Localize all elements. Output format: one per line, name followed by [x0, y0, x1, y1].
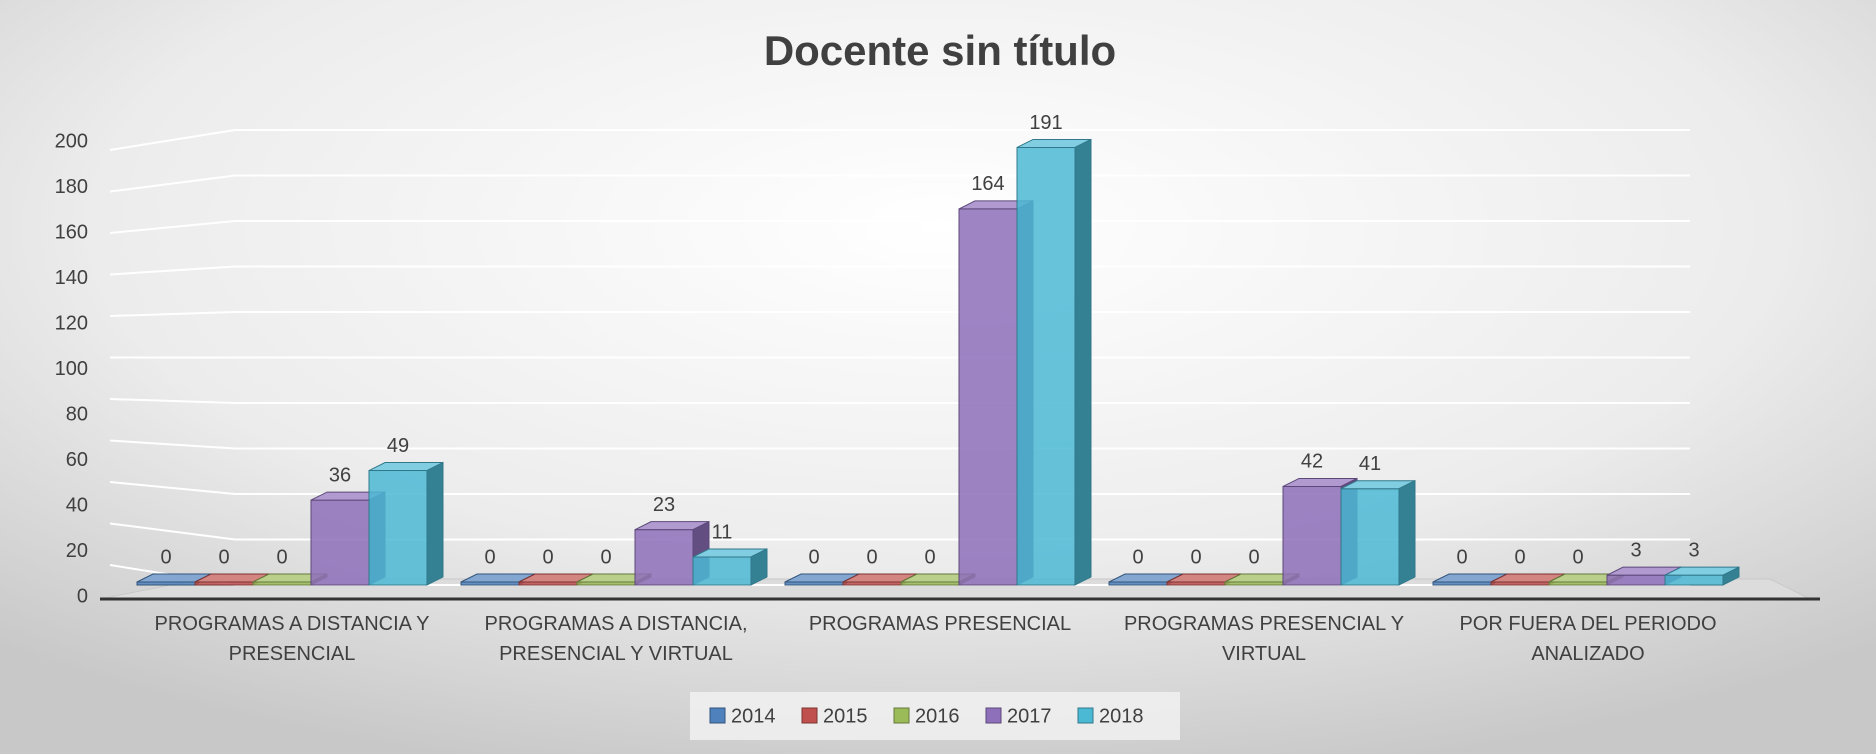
bar	[1340, 479, 1416, 586]
data-label: 11	[712, 521, 733, 543]
legend-swatch	[985, 707, 1002, 724]
x-tick-label-box: PROGRAMAS PRESENCIAL Y VIRTUAL	[1123, 613, 1405, 665]
y-tick-label: 20	[66, 540, 88, 562]
bar-side	[1074, 138, 1092, 586]
x-tick-label: PROGRAMAS A DISTANCIA, PRESENCIAL Y VIRT…	[484, 613, 748, 665]
data-label: 36	[329, 464, 351, 486]
bar-front	[634, 529, 694, 586]
data-label: 0	[1248, 546, 1259, 568]
grid-line	[109, 439, 236, 450]
data-label: 23	[653, 494, 675, 516]
legend-label: 2018	[1099, 705, 1144, 727]
data-label: 0	[866, 546, 877, 568]
legend-swatch	[1077, 707, 1094, 724]
y-tick-label: 200	[55, 130, 88, 152]
y-tick-label: 140	[55, 267, 88, 289]
bar-side	[750, 548, 768, 586]
data-label: 0	[484, 546, 495, 568]
data-label: 3	[1630, 539, 1641, 561]
data-label: 41	[1359, 453, 1381, 475]
bar-side	[1398, 479, 1416, 586]
legend-swatch	[893, 707, 910, 724]
y-tick-label: 40	[66, 494, 88, 516]
grid-line	[109, 174, 236, 193]
data-label: 0	[542, 546, 553, 568]
x-tick-label: PROGRAMAS PRESENCIAL	[808, 613, 1072, 635]
bar-front	[1016, 146, 1076, 586]
data-label: 0	[1190, 546, 1201, 568]
grid-line	[109, 398, 236, 404]
data-label: 0	[924, 546, 935, 568]
data-label: 0	[1132, 546, 1143, 568]
y-tick-label: 180	[55, 176, 88, 198]
x-tick-label-box: POR FUERA DEL PERIODO ANALIZADO	[1459, 613, 1717, 665]
bar-front	[1340, 488, 1400, 586]
data-label: 0	[218, 546, 229, 568]
y-tick-label: 0	[77, 585, 88, 607]
data-label: 42	[1301, 451, 1323, 473]
bar-side	[426, 461, 444, 586]
x-tick-label-box: PROGRAMAS A DISTANCIA Y PRESENCIAL	[154, 613, 430, 665]
y-tick-label: 120	[55, 312, 88, 334]
legend-box	[690, 692, 1180, 740]
data-label: 164	[971, 173, 1004, 195]
data-label: 0	[808, 546, 819, 568]
data-label: 0	[1572, 546, 1583, 568]
grid-line	[109, 522, 236, 541]
y-tick-label: 60	[66, 449, 88, 471]
data-label: 0	[600, 546, 611, 568]
legend-label: 2016	[915, 705, 960, 727]
data-label: 0	[1456, 546, 1467, 568]
data-label: 3	[1688, 539, 1699, 561]
legend-label: 2015	[823, 705, 868, 727]
legend-label: 2014	[731, 705, 776, 727]
legend-swatch	[709, 707, 726, 724]
x-tick-label: POR FUERA DEL PERIODO ANALIZADO	[1459, 613, 1717, 665]
data-label: 0	[1514, 546, 1525, 568]
bar	[692, 548, 768, 586]
grid-line	[109, 481, 236, 495]
chart-title: Docente sin título	[764, 27, 1116, 74]
bar	[368, 461, 444, 586]
data-label: 191	[1029, 112, 1062, 134]
bar-front	[1664, 574, 1724, 586]
y-tick-label: 100	[55, 358, 88, 380]
bar-front	[368, 470, 428, 586]
legend-label: 2017	[1007, 705, 1052, 727]
grid-line	[109, 311, 236, 317]
bar-front	[1606, 574, 1666, 586]
bar	[1664, 566, 1740, 586]
x-tick-label: PROGRAMAS PRESENCIAL Y VIRTUAL	[1123, 613, 1405, 665]
bar-side	[1722, 566, 1740, 586]
grid-line	[109, 220, 236, 234]
x-tick-label-box: PROGRAMAS A DISTANCIA, PRESENCIAL Y VIRT…	[484, 613, 748, 665]
bar-front	[310, 499, 370, 586]
data-label: 49	[387, 435, 409, 457]
x-tick-label-box: PROGRAMAS PRESENCIAL	[808, 613, 1072, 635]
legend-swatch	[801, 707, 818, 724]
bar-front	[958, 208, 1018, 586]
y-tick-label: 160	[55, 221, 88, 243]
bar-front	[1282, 485, 1342, 586]
x-tick-label: PROGRAMAS A DISTANCIA Y PRESENCIAL	[154, 613, 430, 665]
data-label: 0	[276, 546, 287, 568]
data-label: 0	[160, 546, 171, 568]
y-tick-label: 80	[66, 403, 88, 425]
grid-line	[109, 265, 236, 276]
bar-front	[692, 556, 752, 586]
grid-line	[109, 129, 236, 151]
bar	[1016, 138, 1092, 586]
